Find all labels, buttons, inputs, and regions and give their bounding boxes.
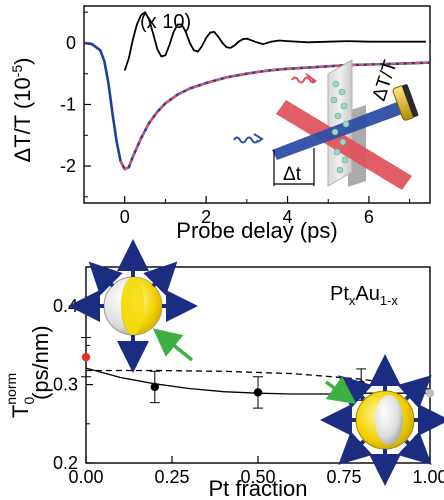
x10-annotation: (x 10) — [140, 11, 191, 33]
bottom-y-tick-label: 0.3 — [53, 375, 78, 395]
top-x-tick-label: 2 — [201, 207, 211, 227]
janus-particle-icon — [68, 239, 198, 373]
dashed-fit-line — [86, 369, 431, 390]
probe-pulse-icon — [233, 136, 259, 144]
bottom-y-axis-title: T0norm — [3, 373, 37, 418]
delay-label: Δt — [283, 164, 302, 185]
top-x-tick-label: 4 — [283, 207, 293, 227]
pump-direction-icon — [305, 73, 316, 83]
bottom-y-tick-label: 0.4 — [53, 296, 78, 316]
composition-label: PtxAu1-x — [330, 283, 398, 308]
nanoparticles — [330, 80, 350, 174]
probe-beam — [272, 100, 408, 160]
top-y-axis-title: ΔT/T (10-5) — [9, 58, 35, 163]
bottom-x-tick-label: 0.50 — [240, 467, 275, 487]
pt-fraction-plot: 0.00 0.25 0.50 0.75 1.00 0.2 0.3 0.4 PtxAu1-x — [3, 239, 444, 500]
bottom-y-axis-units: (ps/nm) — [28, 325, 53, 400]
series-line-red-dashed-fit — [119, 61, 431, 171]
bottom-x-tick-label: 1.00 — [412, 467, 444, 487]
pump-probe-inset: Δt ΔT/T — [233, 58, 419, 190]
arrow-to-janus-icon — [152, 328, 194, 362]
top-y-tick-label: -1 — [60, 95, 76, 115]
top-x-tick-label: 0 — [120, 207, 130, 227]
data-point — [357, 380, 366, 389]
detector-icon — [392, 84, 419, 121]
bottom-x-tick-label: 0.00 — [68, 467, 103, 487]
delay-plot: 0 2 4 6 0 -1 -2 (x 10) — [9, 5, 431, 243]
data-point — [81, 352, 91, 362]
core-shell-particle-icon — [320, 354, 444, 486]
data-point — [150, 382, 159, 392]
data-point — [425, 389, 435, 398]
probe-direction-icon — [253, 133, 264, 143]
bottom-x-tick-label: 0.25 — [154, 467, 189, 487]
top-series-group — [83, 11, 431, 171]
bottom-x-axis-title: Pt fraction — [208, 476, 307, 500]
arrow-to-core-shell-icon — [324, 376, 357, 405]
top-y-tick-label: 0 — [66, 33, 76, 53]
bottom-x-tick-label: 0.75 — [326, 467, 361, 487]
bottom-y-tick-label: 0.2 — [53, 453, 78, 473]
top-x-tick-label: 6 — [364, 207, 374, 227]
data-point — [253, 388, 263, 397]
top-x-axis-title: Probe delay (ps) — [176, 218, 337, 243]
top-y-tick-label: -2 — [60, 156, 76, 176]
series-line-black-oscillation-x10 — [123, 11, 426, 71]
